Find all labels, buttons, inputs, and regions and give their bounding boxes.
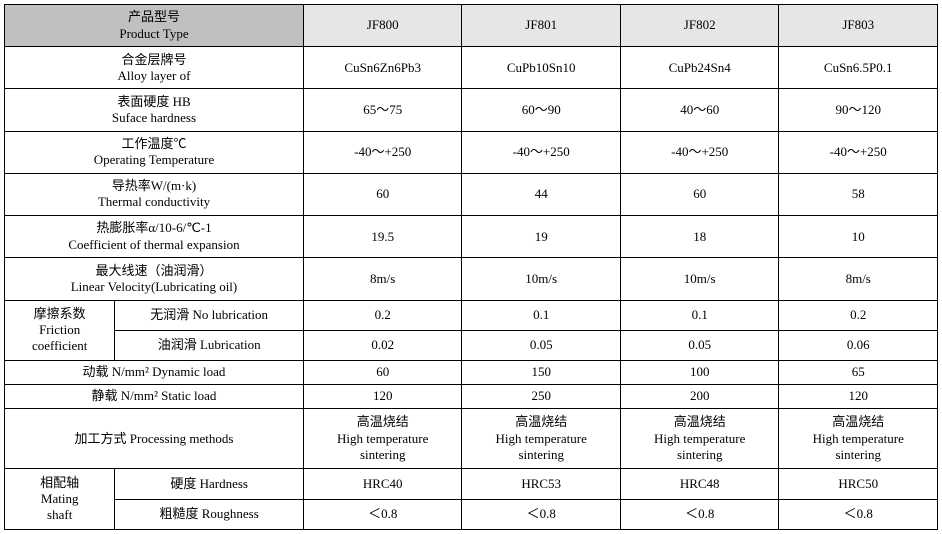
cell: 40～60 (620, 89, 779, 131)
row-mating-hardness: 相配轴 Mating shaft 硬度 Hardness HRC40 HRC53… (5, 469, 938, 499)
header-product-1: JF801 (462, 5, 621, 47)
cell: 8m/s (303, 258, 462, 300)
header-product-2: JF802 (620, 5, 779, 47)
label-dynamic-load: 动载 N/mm² Dynamic load (5, 361, 304, 385)
header-product-3: JF803 (779, 5, 938, 47)
header-row: 产品型号 Product Type JF800 JF801 JF802 JF80… (5, 5, 938, 47)
cell: 19.5 (303, 216, 462, 258)
row-hardness-hb: 表面硬度 HB Suface hardness 65～75 60～90 40～6… (5, 89, 938, 131)
label-processing: 加工方式 Processing methods (5, 408, 304, 469)
cell: 0.1 (462, 300, 621, 330)
cell: 60～90 (462, 89, 621, 131)
label-lub: 油润滑 Lubrication (115, 330, 304, 360)
cell: 60 (620, 173, 779, 215)
header-param-en: Product Type (9, 26, 299, 42)
cell: 60 (303, 173, 462, 215)
row-friction-lub: 油润滑 Lubrication 0.02 0.05 0.05 0.06 (5, 330, 938, 360)
cell: 0.2 (303, 300, 462, 330)
cell: CuSn6.5P0.1 (779, 47, 938, 89)
cell: 90～120 (779, 89, 938, 131)
label-thermal-cond: 导热率W/(m·k) Thermal conductivity (5, 173, 304, 215)
cell: 120 (779, 384, 938, 408)
cell: 120 (303, 384, 462, 408)
cell: -40～+250 (779, 131, 938, 173)
label-op-temp: 工作温度℃ Operating Temperature (5, 131, 304, 173)
cell: ＜0.8 (462, 499, 621, 529)
cell: 0.06 (779, 330, 938, 360)
cell: HRC48 (620, 469, 779, 499)
cell: 200 (620, 384, 779, 408)
cell: 65～75 (303, 89, 462, 131)
header-param-label: 产品型号 Product Type (5, 5, 304, 47)
cell: ＜0.8 (303, 499, 462, 529)
header-product-0: JF800 (303, 5, 462, 47)
label-static-load: 静载 N/mm² Static load (5, 384, 304, 408)
cell: -40～+250 (462, 131, 621, 173)
cell: 8m/s (779, 258, 938, 300)
cell: 250 (462, 384, 621, 408)
cell: HRC50 (779, 469, 938, 499)
label-no-lub: 无润滑 No lubrication (115, 300, 304, 330)
label-alloy: 合金层牌号 Alloy layer of (5, 47, 304, 89)
cell: 0.05 (620, 330, 779, 360)
cell: ＜0.8 (779, 499, 938, 529)
cell: ＜0.8 (620, 499, 779, 529)
cell: 19 (462, 216, 621, 258)
row-op-temp: 工作温度℃ Operating Temperature -40～+250 -40… (5, 131, 938, 173)
label-mating-group: 相配轴 Mating shaft (5, 469, 115, 530)
cell: 10 (779, 216, 938, 258)
cell: -40～+250 (303, 131, 462, 173)
cell-processing: 高温烧结 High temperature sintering (462, 408, 621, 469)
cell: -40～+250 (620, 131, 779, 173)
product-spec-table: 产品型号 Product Type JF800 JF801 JF802 JF80… (4, 4, 938, 530)
cell: 60 (303, 361, 462, 385)
row-processing: 加工方式 Processing methods 高温烧结 High temper… (5, 408, 938, 469)
row-static-load: 静载 N/mm² Static load 120 250 200 120 (5, 384, 938, 408)
cell: CuSn6Zn6Pb3 (303, 47, 462, 89)
cell: 65 (779, 361, 938, 385)
label-thermal-exp: 热膨胀率α/10-6/℃-1 Coefficient of thermal ex… (5, 216, 304, 258)
cell: 44 (462, 173, 621, 215)
row-thermal-cond: 导热率W/(m·k) Thermal conductivity 60 44 60… (5, 173, 938, 215)
label-friction-group: 摩擦系数 Friction coefficient (5, 300, 115, 361)
cell: 0.2 (779, 300, 938, 330)
cell-processing: 高温烧结 High temperature sintering (779, 408, 938, 469)
cell: 100 (620, 361, 779, 385)
cell: 18 (620, 216, 779, 258)
cell: 0.02 (303, 330, 462, 360)
cell: 150 (462, 361, 621, 385)
cell: HRC53 (462, 469, 621, 499)
label-mating-roughness: 粗糙度 Roughness (115, 499, 304, 529)
label-hardness-hb: 表面硬度 HB Suface hardness (5, 89, 304, 131)
row-friction-no-lub: 摩擦系数 Friction coefficient 无润滑 No lubrica… (5, 300, 938, 330)
label-linear-vel: 最大线速（油润滑） Linear Velocity(Lubricating oi… (5, 258, 304, 300)
cell: 0.1 (620, 300, 779, 330)
cell: 0.05 (462, 330, 621, 360)
cell: CuPb10Sn10 (462, 47, 621, 89)
row-alloy: 合金层牌号 Alloy layer of CuSn6Zn6Pb3 CuPb10S… (5, 47, 938, 89)
cell-processing: 高温烧结 High temperature sintering (303, 408, 462, 469)
cell: 10m/s (620, 258, 779, 300)
cell-processing: 高温烧结 High temperature sintering (620, 408, 779, 469)
cell: HRC40 (303, 469, 462, 499)
cell: 10m/s (462, 258, 621, 300)
label-mating-hardness: 硬度 Hardness (115, 469, 304, 499)
row-dynamic-load: 动载 N/mm² Dynamic load 60 150 100 65 (5, 361, 938, 385)
row-thermal-exp: 热膨胀率α/10-6/℃-1 Coefficient of thermal ex… (5, 216, 938, 258)
cell: CuPb24Sn4 (620, 47, 779, 89)
row-mating-roughness: 粗糙度 Roughness ＜0.8 ＜0.8 ＜0.8 ＜0.8 (5, 499, 938, 529)
cell: 58 (779, 173, 938, 215)
row-linear-vel: 最大线速（油润滑） Linear Velocity(Lubricating oi… (5, 258, 938, 300)
header-param-cn: 产品型号 (9, 9, 299, 25)
